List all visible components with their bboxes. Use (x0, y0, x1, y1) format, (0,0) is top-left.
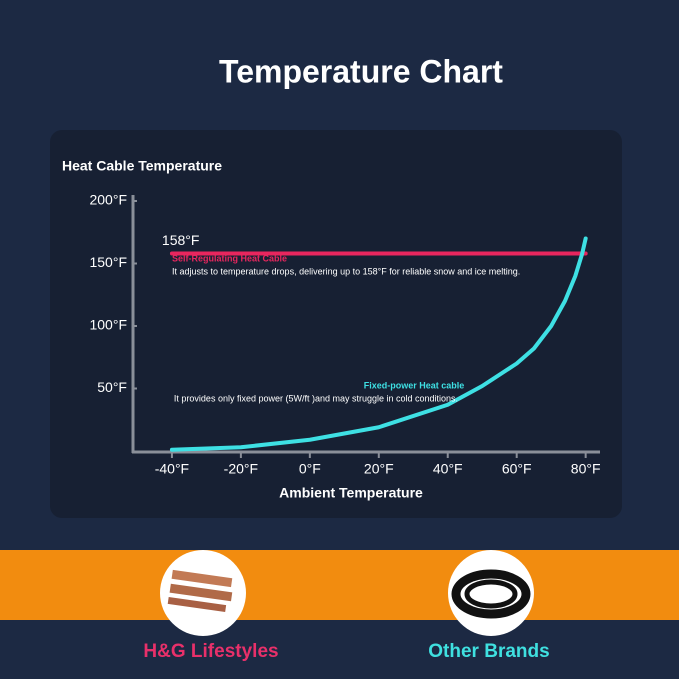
x-tick-label: 0°F (299, 461, 321, 477)
y-tick-label: 100°F (89, 317, 127, 333)
series-description: It adjusts to temperature drops, deliver… (172, 266, 520, 276)
value-label: 158°F (162, 232, 200, 248)
copper-cable-icon (167, 569, 233, 612)
y-tick-label: 50°F (97, 379, 127, 395)
series-name: Fixed-power Heat cable (364, 380, 465, 390)
orange-band (0, 550, 679, 620)
x-tick-label: 20°F (364, 461, 394, 477)
series-line (169, 236, 588, 452)
series-name: Self-Regulating Heat Cable (172, 253, 287, 263)
x-tick-label: 60°F (502, 461, 532, 477)
x-tick-label: -40°F (155, 461, 189, 477)
x-tick-label: 40°F (433, 461, 463, 477)
brand-label: Other Brands (428, 641, 549, 662)
x-tick-label: -20°F (224, 461, 258, 477)
x-tick-label: 80°F (571, 461, 601, 477)
x-axis-title: Ambient Temperature (279, 485, 423, 501)
series-description: It provides only fixed power (5W/ft )and… (174, 393, 458, 403)
black-cable-icon (451, 569, 531, 619)
product-circle (448, 550, 534, 636)
y-tick-label: 200°F (89, 192, 127, 208)
chart-card (50, 130, 622, 518)
y-tick-label: 150°F (89, 254, 127, 270)
brand-label: H&G Lifestyles (143, 641, 278, 662)
page-title: Temperature Chart (219, 53, 503, 89)
y-axis-title: Heat Cable Temperature (62, 158, 222, 174)
